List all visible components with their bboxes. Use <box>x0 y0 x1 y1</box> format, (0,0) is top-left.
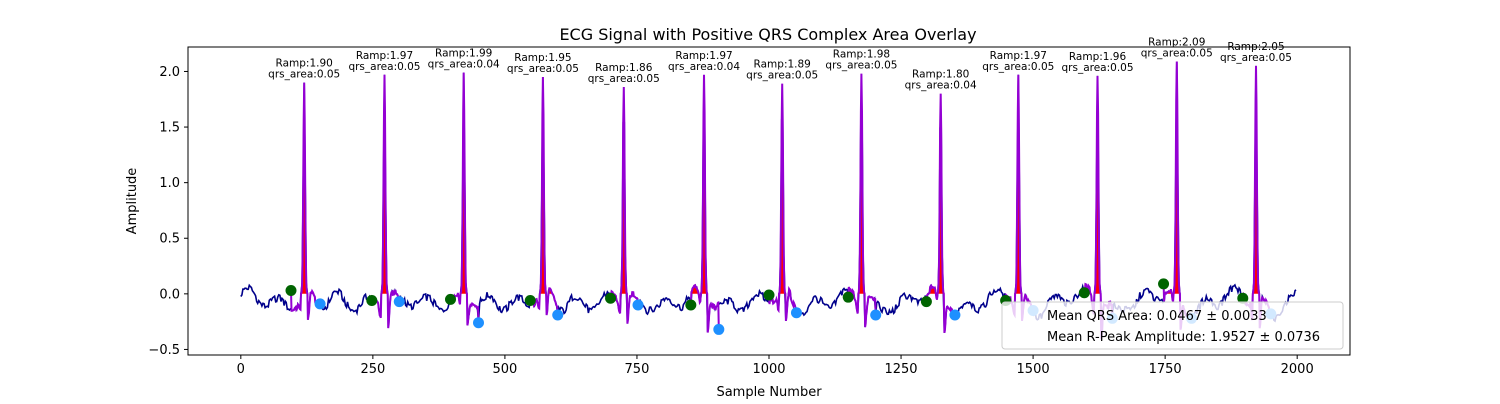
y-tick-label: 1.5 <box>159 121 180 136</box>
r-peak-amp-label: Ramp:1.97 <box>990 50 1047 62</box>
y-tick-label: 0.0 <box>159 287 180 302</box>
qrs-offset-marker <box>790 307 802 319</box>
r-peak-amp-label: Ramp:1.89 <box>754 59 811 71</box>
plot-layer: Ramp:1.90qrs_area:0.05Ramp:1.97qrs_area:… <box>240 36 1297 340</box>
qrs-onset-marker <box>366 295 378 307</box>
x-tick-label: 1000 <box>752 362 785 377</box>
qrs-onset-marker <box>605 292 617 304</box>
qrs-area-label: qrs_area:0.04 <box>428 59 500 71</box>
qrs-offset-marker <box>552 309 564 321</box>
x-tick-label: 1500 <box>1017 362 1050 377</box>
chart-title: ECG Signal with Positive QRS Complex Are… <box>559 25 976 44</box>
y-tick-label: 1.0 <box>159 176 180 191</box>
r-peak-amp-label: Ramp:1.98 <box>833 49 890 61</box>
y-tick-label: 2.0 <box>159 65 180 80</box>
x-tick-label: 0 <box>237 362 245 377</box>
x-tick-label: 250 <box>360 362 385 377</box>
qrs-offset-marker <box>473 317 484 329</box>
qrs-segment-line <box>290 82 321 321</box>
r-peak-amp-label: Ramp:1.95 <box>514 52 571 64</box>
qrs-area-label: qrs_area:0.05 <box>825 60 897 72</box>
legend-entry-r-peak: Mean R-Peak Amplitude: 1.9527 ± 0.0736 <box>1047 330 1320 345</box>
r-peak-amp-label: Ramp:1.86 <box>595 62 653 74</box>
qrs-segment-line <box>689 74 720 333</box>
y-axis-label: Amplitude <box>125 168 140 235</box>
qrs-segment-line <box>1004 74 1035 321</box>
r-peak-amp-label: Ramp:2.09 <box>1148 36 1205 48</box>
qrs-offset-marker <box>393 296 405 308</box>
qrs-onset-marker <box>1078 287 1090 299</box>
qrs-segment-line <box>529 76 559 316</box>
qrs-area-label: qrs_area:0.04 <box>668 61 740 73</box>
qrs-onset-marker <box>685 299 697 311</box>
qrs-offset-marker <box>713 323 725 335</box>
qrs-area-label: qrs_area:0.05 <box>507 63 579 75</box>
qrs-segment-line <box>768 83 798 322</box>
y-tick-label: −0.5 <box>148 343 180 358</box>
y-tick-label: 0.5 <box>159 232 180 247</box>
qrs-area-label: qrs_area:0.05 <box>982 61 1054 73</box>
x-axis: 0 250 500 750 1000 1250 1500 1750 2000 <box>237 355 1314 377</box>
qrs-area-label: qrs_area:0.04 <box>905 80 977 92</box>
qrs-area-label: qrs_area:0.05 <box>588 73 660 85</box>
qrs-segment-line <box>847 73 877 328</box>
qrs-area-label: qrs_area:0.05 <box>1220 52 1292 64</box>
qrs-segment-line <box>609 86 639 324</box>
qrs-segment-line <box>925 93 956 334</box>
qrs-onset-marker <box>445 293 457 305</box>
x-tick-label: 1750 <box>1149 362 1182 377</box>
qrs-onset-marker <box>524 295 536 307</box>
qrs-onset-marker <box>1158 278 1170 290</box>
r-peak-amp-label: Ramp:1.80 <box>912 69 969 81</box>
qrs-area-label: qrs_area:0.05 <box>268 69 340 81</box>
x-tick-label: 750 <box>625 362 650 377</box>
x-tick-label: 2000 <box>1281 362 1314 377</box>
qrs-area-label: qrs_area:0.05 <box>1141 47 1213 59</box>
r-peak-amp-label: Ramp:1.90 <box>276 58 333 70</box>
qrs-onset-marker <box>763 289 775 301</box>
x-axis-label: Sample Number <box>716 385 822 400</box>
r-peak-amp-label: Ramp:1.99 <box>435 48 492 60</box>
qrs-onset-marker <box>1237 292 1249 304</box>
r-peak-amp-label: Ramp:1.97 <box>675 50 732 62</box>
qrs-onset-marker <box>285 285 297 297</box>
qrs-area-label: qrs_area:0.05 <box>1062 62 1134 74</box>
qrs-offset-marker <box>314 298 326 310</box>
qrs-offset-marker <box>949 309 961 321</box>
y-axis: −0.5 0.0 0.5 1.0 1.5 2.0 <box>148 65 188 358</box>
x-tick-label: 1250 <box>884 362 917 377</box>
qrs-segment-line <box>1083 75 1114 340</box>
qrs-offset-marker <box>632 299 644 311</box>
qrs-onset-marker <box>842 291 854 303</box>
qrs-onset-marker <box>920 296 932 308</box>
legend-entry-qrs-area: Mean QRS Area: 0.0467 ± 0.0033 <box>1047 309 1267 324</box>
qrs-offset-marker <box>870 309 882 321</box>
qrs-area-label: qrs_area:0.05 <box>348 61 420 73</box>
qrs-area-label: qrs_area:0.05 <box>746 70 818 82</box>
r-peak-amp-label: Ramp:1.96 <box>1069 51 1127 63</box>
legend-box <box>1001 301 1344 350</box>
r-peak-amp-label: Ramp:1.97 <box>356 50 413 62</box>
qrs-area-fill <box>926 93 955 294</box>
x-tick-label: 500 <box>492 362 517 377</box>
legend: Mean QRS Area: 0.0467 ± 0.0033 Mean R-Pe… <box>1001 301 1344 350</box>
